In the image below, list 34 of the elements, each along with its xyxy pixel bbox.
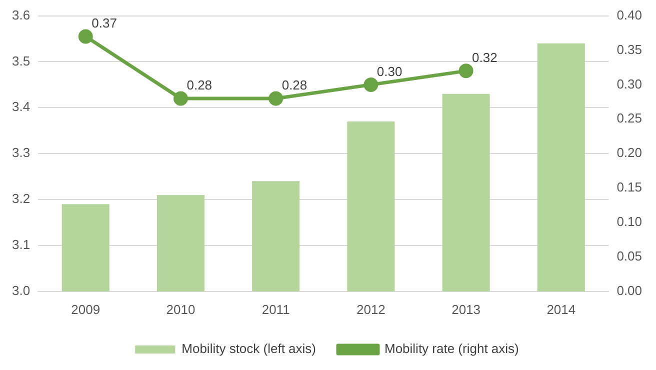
legend-label: Mobility rate (right axis) bbox=[384, 341, 519, 356]
y2-tick-label: 0.35 bbox=[616, 42, 642, 57]
y-tick-label: 3.6 bbox=[12, 7, 30, 22]
x-tick-label: 2010 bbox=[166, 302, 196, 317]
y2-tick-label: 0.30 bbox=[616, 76, 642, 92]
data-label: 0.37 bbox=[92, 16, 117, 31]
y-tick-label: 3.4 bbox=[12, 99, 30, 114]
legend-label: Mobility stock (left axis) bbox=[182, 341, 316, 356]
y2-tick-label: 0.05 bbox=[616, 248, 642, 264]
data-label: 0.30 bbox=[376, 64, 402, 79]
y2-tick-label: 0.20 bbox=[616, 145, 642, 160]
point bbox=[268, 91, 284, 106]
point bbox=[458, 64, 474, 78]
x-tick-label: 2012 bbox=[356, 302, 386, 317]
data-label: 0.28 bbox=[186, 78, 212, 93]
x-tick-label: 2014 bbox=[546, 302, 576, 317]
y2-tick-label: 0.40 bbox=[616, 7, 642, 22]
y2-tick-label: 0.15 bbox=[616, 180, 642, 195]
data-label: 0.28 bbox=[282, 78, 308, 93]
y2-tick-label: 0.10 bbox=[616, 214, 642, 230]
y-tick-label: 3.1 bbox=[12, 237, 30, 252]
x-tick-label: 2011 bbox=[262, 302, 290, 317]
data-label: 0.32 bbox=[472, 50, 498, 65]
y-tick-label: 3.2 bbox=[12, 191, 30, 206]
y-tick-label: 3.0 bbox=[12, 282, 30, 298]
x-tick-label: 2013 bbox=[452, 302, 481, 317]
y-tick-label: 3.3 bbox=[12, 145, 30, 160]
y2-tick-label: 0.25 bbox=[616, 110, 642, 126]
point bbox=[78, 29, 93, 44]
x-tick-label: 2009 bbox=[71, 302, 100, 317]
point bbox=[173, 91, 188, 106]
y-tick-label: 3.5 bbox=[12, 53, 30, 68]
point bbox=[364, 77, 378, 92]
y2-tick-label: 0.00 bbox=[616, 282, 642, 298]
